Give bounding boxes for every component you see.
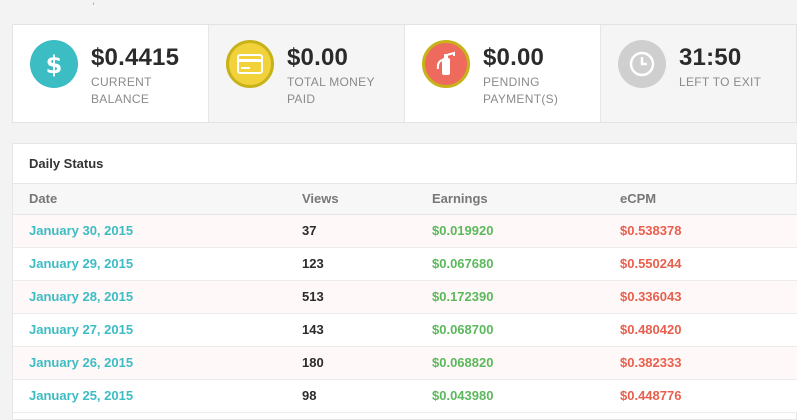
stat-left-to-exit: 31:50 Left to Exit: [601, 25, 796, 122]
row-views-cell: 37: [302, 214, 432, 248]
stat-label: Left to Exit: [679, 75, 762, 89]
stat-label: Pending Payment(s): [483, 75, 559, 106]
column-header-views[interactable]: Views: [302, 184, 432, 215]
stat-value: $0.4415: [91, 44, 180, 71]
row-ecpm-cell: $0.382333: [620, 346, 797, 380]
row-date-cell: January 28, 2015: [13, 280, 302, 314]
fire-extinguisher-icon: [422, 40, 470, 88]
stat-label: Current Balance: [91, 75, 152, 106]
row-date-cell: January 26, 2015: [13, 346, 302, 380]
column-header-date[interactable]: Date: [13, 184, 302, 215]
table-row: January 28, 2015 513 $0.172390 $0.336043: [13, 280, 797, 314]
row-ecpm-cell: $0.336043: [620, 280, 797, 314]
row-earnings-cell: $0.172390: [432, 280, 620, 314]
date-link[interactable]: January 29, 2015: [29, 256, 134, 271]
clock-icon: [618, 40, 666, 88]
top-strip: ,: [0, 0, 797, 24]
stat-label: Total Money Paid: [287, 75, 375, 106]
comma-mark: ,: [92, 0, 96, 7]
row-date-cell: January 30, 2015: [13, 214, 302, 248]
row-date-cell: January 25, 2015: [13, 379, 302, 413]
row-views-cell: 513: [302, 280, 432, 314]
stat-current-balance: $ $0.4415 Current Balance: [13, 25, 209, 122]
row-views-cell: 143: [302, 313, 432, 347]
row-earnings-cell: $0.019920: [432, 214, 620, 248]
row-earnings-cell: $0.068700: [432, 313, 620, 347]
date-link[interactable]: January 25, 2015: [29, 388, 134, 403]
row-ecpm-cell: $0.480420: [620, 313, 797, 347]
panel-title: Daily Status: [13, 144, 796, 184]
row-ecpm-cell: $0.550244: [620, 247, 797, 281]
table-row: January 27, 2015 143 $0.068700 $0.480420: [13, 313, 797, 347]
table-header-row: Date Views Earnings eCPM: [13, 184, 797, 215]
row-views-cell: 180: [302, 346, 432, 380]
date-link[interactable]: January 27, 2015: [29, 322, 134, 337]
row-views-cell: 98: [302, 379, 432, 413]
row-earnings-cell: $0.043980: [432, 379, 620, 413]
row-ecpm-cell: $0.538378: [620, 214, 797, 248]
row-ecpm-cell: $0.448776: [620, 379, 797, 413]
row-date-cell: January 27, 2015: [13, 313, 302, 347]
table-row: January 29, 2015 123 $0.067680 $0.550244: [13, 247, 797, 281]
table-row: January 25, 2015 98 $0.043980 $0.448776: [13, 379, 797, 413]
table-row: January 30, 2015 37 $0.019920 $0.538378: [13, 214, 797, 248]
dollar-icon: $: [30, 40, 78, 88]
daily-status-table: Date Views Earnings eCPM January 30, 201…: [13, 184, 797, 413]
row-earnings-cell: $0.068820: [432, 346, 620, 380]
stat-total-money-paid: $0.00 Total Money Paid: [209, 25, 405, 122]
row-earnings-cell: $0.067680: [432, 247, 620, 281]
stat-value: $0.00: [287, 44, 349, 71]
stat-value: $0.00: [483, 44, 545, 71]
svg-text:$: $: [46, 51, 63, 79]
date-link[interactable]: January 30, 2015: [29, 223, 134, 238]
stats-bar: $ $0.4415 Current Balance $0.00 Total Mo…: [12, 24, 797, 123]
table-row: January 26, 2015 180 $0.068820 $0.382333: [13, 346, 797, 380]
column-header-earnings[interactable]: Earnings: [432, 184, 620, 215]
daily-status-panel: Daily Status Date Views Earnings eCPM Ja…: [12, 143, 797, 420]
stat-pending-payments: $0.00 Pending Payment(s): [405, 25, 601, 122]
credit-card-icon: [226, 40, 274, 88]
date-link[interactable]: January 26, 2015: [29, 355, 134, 370]
row-views-cell: 123: [302, 247, 432, 281]
column-header-ecpm[interactable]: eCPM: [620, 184, 797, 215]
date-link[interactable]: January 28, 2015: [29, 289, 134, 304]
row-date-cell: January 29, 2015: [13, 247, 302, 281]
stat-value: 31:50: [679, 44, 742, 71]
